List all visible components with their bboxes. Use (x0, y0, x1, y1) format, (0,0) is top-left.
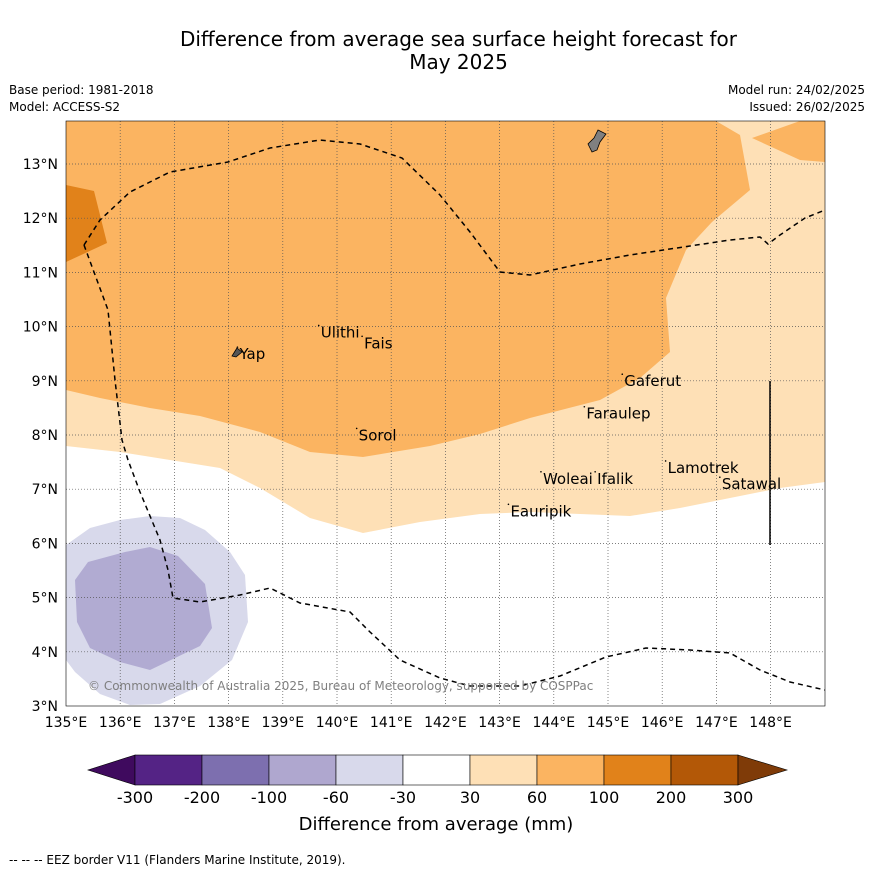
page-title: Difference from average sea surface heig… (0, 28, 873, 74)
lon-tick-label: 144°E (533, 715, 576, 731)
lat-tick-label: 13°N (23, 157, 58, 173)
colorbar-tick-label: -100 (251, 788, 287, 807)
colorbar-swatch (670, 754, 739, 786)
contour-60-100-ne (752, 121, 825, 162)
footer-eez-note: -- -- -- EEZ border V11 (Flanders Marine… (9, 853, 346, 867)
place-label-eauripik: Eauripik (510, 502, 571, 520)
colorbar-swatch (335, 754, 404, 786)
island-marker (317, 324, 320, 327)
guam-island-shape (587, 129, 607, 153)
lon-tick-label: 139°E (262, 715, 305, 731)
lon-tick-label: 136°E (99, 715, 142, 731)
colorbar-label: Difference from average (mm) (299, 814, 574, 835)
model-run: Model run: 24/02/2025 (727, 83, 865, 97)
colorbar-tick-label: -300 (117, 788, 153, 807)
colorbar-tick-label: -200 (184, 788, 220, 807)
colorbar-swatch (603, 754, 672, 786)
island-marker (583, 405, 586, 408)
title-line-2: May 2025 (409, 50, 508, 74)
colorbar-swatch (536, 754, 605, 786)
island-marker (507, 503, 510, 506)
lon-tick-label: 137°E (153, 715, 196, 731)
lat-tick-label: 3°N (32, 699, 58, 715)
island-marker (664, 460, 667, 462)
lon-tick-label: 135°E (45, 715, 88, 731)
yap-island-shape (231, 347, 243, 358)
place-label-fais: Fais (364, 334, 393, 352)
plot-frame (65, 120, 826, 707)
place-label-yap: Yap (238, 345, 265, 363)
gridlines (66, 121, 825, 706)
place-label-sorol: Sorol (359, 426, 397, 444)
lon-tick-label: 140°E (316, 715, 359, 731)
lon-tick-label: 145°E (587, 715, 630, 731)
lat-tick-label: 4°N (32, 645, 58, 661)
place-label-gaferut: Gaferut (624, 372, 681, 390)
place-label-lamotrek: Lamotrek (668, 459, 739, 477)
colorbar-high-extend (737, 754, 789, 786)
island-marker (355, 427, 358, 430)
lat-tick-label: 6°N (32, 536, 58, 552)
lon-tick-label: 143°E (478, 715, 521, 731)
colorbar-tick-label: -60 (323, 788, 349, 807)
colorbar-tick-label: 200 (656, 788, 687, 807)
lat-tick-label: 8°N (32, 428, 58, 444)
lon-tick-label: 148°E (749, 715, 792, 731)
lon-tick-label: 142°E (424, 715, 467, 731)
place-label-ulithi: Ulithi (321, 323, 360, 341)
eez-border-north (83, 139, 825, 276)
place-label-woleai: Woleai (543, 470, 593, 488)
issued-date: Issued: 26/02/2025 (749, 100, 865, 114)
island-marker (594, 470, 596, 473)
island-marker (236, 346, 239, 348)
colorbar-swatch (402, 754, 471, 786)
island-marker (719, 476, 721, 479)
lat-tick-label: 10°N (23, 320, 58, 336)
lat-axis: 3°N 4°N 5°N 6°N 7°N 8°N 9°N 10°N 11°N 12°N 13°N (23, 157, 58, 715)
lat-tick-label: 11°N (23, 265, 58, 281)
colorbar: -300 -200 -100 -60 -30 30 60 100 200 300 (87, 754, 789, 807)
colorbar-swatch (469, 754, 538, 786)
lon-tick-label: 138°E (207, 715, 250, 731)
colorbar-swatch (268, 754, 337, 786)
island-marker (621, 373, 624, 376)
island-marker (361, 335, 363, 338)
place-label-faraulep: Faraulep (586, 405, 650, 423)
colorbar-tick-label: 30 (460, 788, 480, 807)
eez-border-west (83, 244, 825, 691)
island-marker (540, 470, 542, 473)
colorbar-tick-label: 300 (723, 788, 754, 807)
colorbar-tick-label: 100 (589, 788, 620, 807)
lon-tick-label: 147°E (695, 715, 738, 731)
colorbar-tick-label: -30 (390, 788, 416, 807)
contour-60-100 (66, 121, 750, 457)
place-label-satawal: Satawal (722, 475, 781, 493)
contour-neg-60-100 (75, 547, 212, 670)
place-label-ifalik: Ifalik (597, 470, 633, 488)
colorbar-swatch (134, 754, 203, 786)
colorbar-tick-label: 60 (527, 788, 547, 807)
lat-tick-label: 12°N (23, 211, 58, 227)
lon-axis: 135°E 136°E 137°E 138°E 139°E 140°E 141°E 142°E… (45, 715, 792, 731)
meta-left: Base period: 1981-2018 Model: ACCESS-S2 (9, 82, 154, 116)
copyright-text: © Commonwealth of Australia 2025, Bureau… (88, 679, 593, 693)
colorbar-low-extend (87, 754, 136, 786)
base-period: Base period: 1981-2018 (9, 83, 154, 97)
lat-tick-label: 7°N (32, 482, 58, 498)
lat-tick-label: 5°N (32, 591, 58, 607)
lat-tick-label: 9°N (32, 374, 58, 390)
colorbar-swatch (201, 754, 270, 786)
lon-tick-label: 146°E (641, 715, 684, 731)
lon-tick-label: 141°E (370, 715, 413, 731)
meta-right: Model run: 24/02/2025 Issued: 26/02/2025 (728, 82, 865, 116)
contour-100-200 (66, 185, 107, 262)
model-name: Model: ACCESS-S2 (9, 100, 121, 114)
title-line-1: Difference from average sea surface heig… (179, 27, 738, 51)
